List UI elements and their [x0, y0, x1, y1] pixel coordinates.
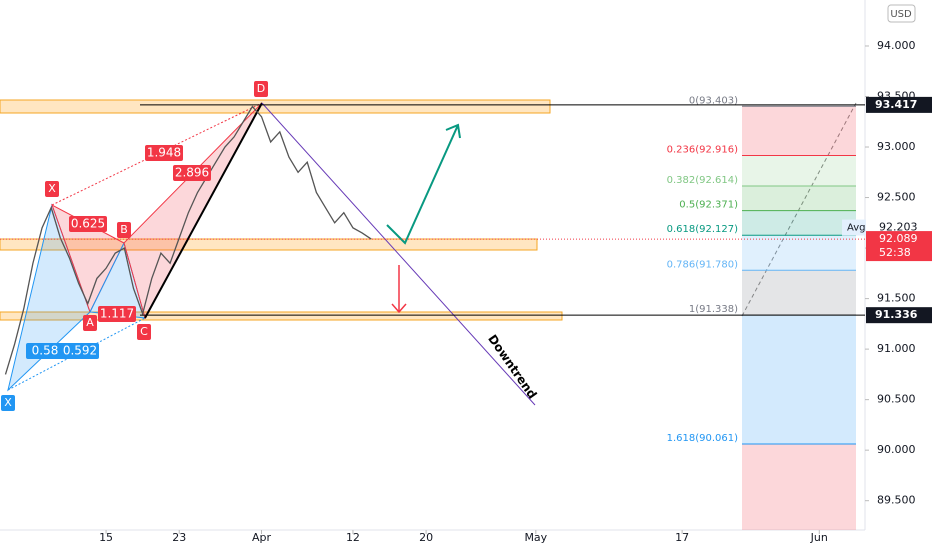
ratio-label: 0.625: [71, 217, 105, 231]
fib-band: [742, 155, 856, 187]
ratio-badge: [145, 145, 183, 161]
point-label: B: [120, 223, 128, 236]
y-tick-label: 90.000: [877, 443, 916, 456]
fib-band: [742, 210, 856, 236]
point-label: D: [257, 82, 265, 95]
y-tick-label: 91.500: [877, 292, 916, 305]
last-price-label: 92.089: [879, 232, 918, 245]
ratio-label: 1.948: [147, 146, 181, 160]
fib-label: 0.786(91.780): [667, 259, 739, 270]
avg-badge: [842, 219, 866, 236]
price-badge-label: 93.417: [875, 98, 917, 111]
downtrend-line: [261, 102, 536, 406]
avg-value: 92.203: [879, 221, 918, 234]
fib-diagonal: [741, 102, 857, 317]
x-tick-label: 23: [172, 531, 186, 544]
support-zone: [0, 238, 538, 251]
point-badge: [137, 324, 151, 340]
support-zone: [0, 311, 563, 321]
ratio-badge: [69, 216, 107, 232]
fib-band: [742, 314, 856, 445]
fib-label: 1.618(90.061): [667, 433, 739, 444]
countdown: 52:38: [879, 246, 911, 259]
point-label: X: [4, 396, 12, 409]
fib-label: 0.618(92.127): [667, 224, 739, 235]
ratio-badge: [173, 165, 211, 181]
y-tick-label: 94.000: [877, 39, 916, 52]
fib-label: 0.5(92.371): [679, 200, 738, 211]
currency-badge[interactable]: [887, 4, 916, 23]
x-tick-label: May: [524, 531, 547, 544]
fib-band: [742, 106, 856, 156]
price-badge: [866, 307, 932, 324]
ratio-badge: [26, 343, 64, 359]
up-arrow: [386, 124, 459, 245]
fib-label: 0.236(92.916): [667, 145, 739, 156]
point-badge: [45, 181, 59, 197]
ratio-badge: [61, 343, 99, 359]
fib-band: [742, 270, 856, 315]
ratio-label: 0.58: [32, 344, 59, 358]
price-badge: [866, 96, 932, 113]
last-price-badge: [866, 231, 932, 262]
arrow-head: [391, 303, 407, 314]
fib-label: 0(93.403): [689, 95, 738, 106]
x-tick-label: 17: [675, 531, 689, 544]
ratio-label: 1.117: [100, 307, 134, 321]
y-tick-label: 90.500: [877, 393, 916, 406]
x-tick-label: Jun: [810, 531, 828, 544]
price-line: [4, 105, 372, 375]
fib-label: 1(91.338): [689, 304, 738, 315]
point-badge: [117, 222, 131, 238]
y-tick-label: 93.000: [877, 140, 916, 153]
annotation: Downtrend: [485, 332, 539, 401]
x-tick-label: 12: [346, 531, 360, 544]
arrow-head: [445, 123, 461, 139]
ratio-badge: [98, 306, 136, 322]
ratio-label: 0.592: [63, 344, 97, 358]
point-label: A: [86, 316, 94, 329]
y-tick-label: 91.000: [877, 342, 916, 355]
x-tick-label: 15: [99, 531, 113, 544]
fib-band: [742, 235, 856, 271]
point-label: C: [140, 325, 148, 338]
pattern-fill: [123, 102, 263, 320]
point-badge: [254, 81, 268, 97]
point-label: X: [48, 182, 56, 195]
y-tick-label: 92.500: [877, 191, 916, 204]
y-tick-label: 89.500: [877, 494, 916, 507]
x-tick-label: 20: [419, 531, 433, 544]
avg-label: Avg: [847, 223, 866, 234]
price-badge-label: 91.336: [875, 308, 918, 321]
resistance-zone: [0, 99, 551, 114]
fib-band: [742, 186, 856, 211]
point-badge: [83, 315, 97, 331]
ratio-label: 2.896: [175, 166, 209, 180]
point-badge: [1, 395, 15, 411]
pattern-leg: [144, 102, 263, 319]
fib-band: [742, 444, 856, 530]
x-tick-label: Apr: [252, 531, 272, 544]
currency: USD: [890, 9, 912, 20]
fib-label: 0.382(92.614): [667, 175, 739, 186]
